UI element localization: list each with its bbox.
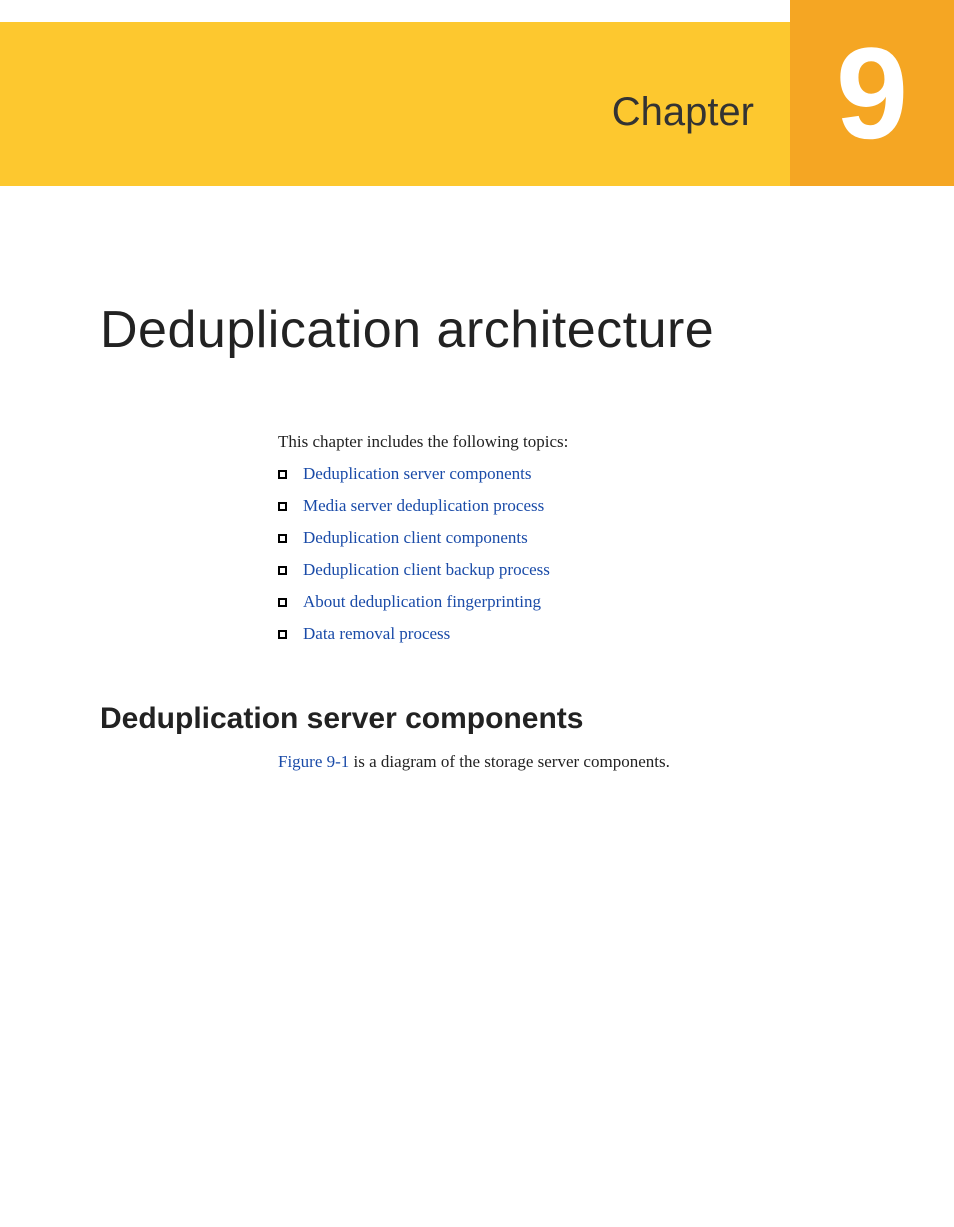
bullet-icon: [278, 470, 287, 479]
figure-description: is a diagram of the storage server compo…: [349, 752, 670, 771]
topic-link[interactable]: Media server deduplication process: [303, 496, 544, 516]
chapter-number-box: 9: [790, 0, 954, 186]
page-title: Deduplication architecture: [100, 300, 714, 360]
intro-text: This chapter includes the following topi…: [278, 432, 568, 452]
bullet-icon: [278, 598, 287, 607]
chapter-number: 9: [836, 28, 908, 158]
topic-link[interactable]: Deduplication server components: [303, 464, 532, 484]
list-item: Media server deduplication process: [278, 496, 550, 516]
topic-link[interactable]: Deduplication client components: [303, 528, 528, 548]
bullet-icon: [278, 630, 287, 639]
list-item: Deduplication client components: [278, 528, 550, 548]
list-item: Deduplication client backup process: [278, 560, 550, 580]
topic-link[interactable]: Data removal process: [303, 624, 450, 644]
list-item: Deduplication server components: [278, 464, 550, 484]
section-heading: Deduplication server components: [100, 702, 583, 736]
bullet-icon: [278, 566, 287, 575]
bullet-icon: [278, 534, 287, 543]
topic-link[interactable]: Deduplication client backup process: [303, 560, 550, 580]
topic-list: Deduplication server components Media se…: [278, 464, 550, 656]
topic-link[interactable]: About deduplication fingerprinting: [303, 592, 541, 612]
list-item: About deduplication fingerprinting: [278, 592, 550, 612]
figure-link[interactable]: Figure 9-1: [278, 752, 349, 771]
figure-reference-text: Figure 9-1 is a diagram of the storage s…: [278, 752, 670, 772]
chapter-label: Chapter: [612, 90, 754, 135]
list-item: Data removal process: [278, 624, 550, 644]
bullet-icon: [278, 502, 287, 511]
